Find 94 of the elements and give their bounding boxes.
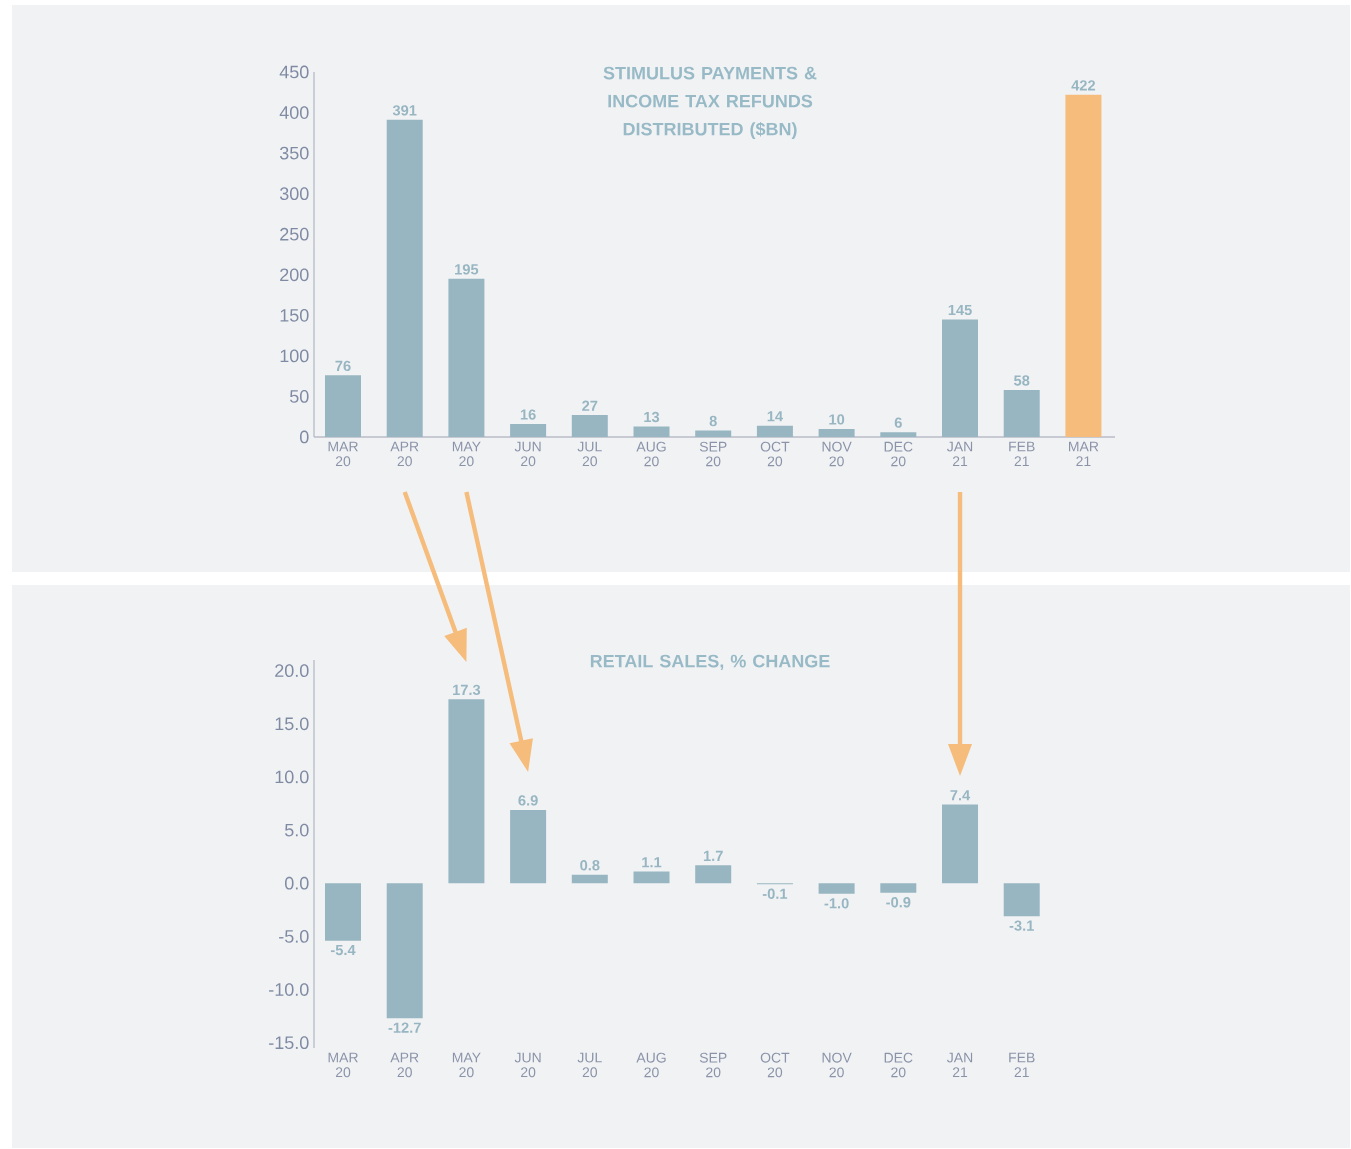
bar xyxy=(880,432,917,437)
bar xyxy=(942,319,979,437)
x-tick-label: NOV 20 xyxy=(822,441,852,467)
data-label: 27 xyxy=(582,400,598,411)
bar xyxy=(1003,883,1040,917)
x-tick-label: SEP 20 xyxy=(699,1052,727,1078)
data-label: 0.8 xyxy=(580,860,600,871)
data-label: 422 xyxy=(1071,80,1096,91)
y-tick-label: 100 xyxy=(280,349,309,363)
bar xyxy=(386,883,423,1019)
bar xyxy=(1065,94,1102,437)
bar xyxy=(633,426,670,437)
y-tick-label: 150 xyxy=(280,308,309,322)
bar xyxy=(880,883,917,893)
data-label: 145 xyxy=(948,304,972,316)
y-tick-label: 5.0 xyxy=(284,823,309,837)
data-label: 16 xyxy=(520,409,536,420)
chart-title: RETAIL SALES, % CHANGE xyxy=(590,654,830,671)
x-tick-label: OCT 20 xyxy=(760,1052,790,1078)
data-label: 13 xyxy=(644,411,660,423)
bar xyxy=(571,874,608,884)
y-tick-label: 200 xyxy=(280,268,309,282)
bar xyxy=(325,375,362,437)
x-tick-label: APR 20 xyxy=(390,1052,419,1078)
y-tick-label: -10.0 xyxy=(269,983,309,996)
y-tick-label: 400 xyxy=(279,106,309,119)
bar xyxy=(510,809,547,884)
x-tick-label: OCT 20 xyxy=(760,441,790,467)
data-label: 195 xyxy=(455,264,479,275)
x-tick-label: JAN 21 xyxy=(947,441,973,466)
x-tick-label: AUG 20 xyxy=(636,441,666,467)
bar xyxy=(818,883,855,894)
y-tick-label: 20.0 xyxy=(275,664,309,677)
x-tick-label: JUL 20 xyxy=(577,1052,602,1078)
data-label: 17.3 xyxy=(453,684,481,696)
x-tick-label: MAR 20 xyxy=(328,1052,358,1078)
data-label: 8 xyxy=(709,415,717,427)
x-tick-label: DEC 20 xyxy=(884,1052,913,1078)
x-tick-label: MAY 20 xyxy=(452,441,481,467)
data-label: 391 xyxy=(392,105,417,116)
y-tick-label: 10.0 xyxy=(275,770,309,784)
x-tick-label: JUN 20 xyxy=(514,441,541,467)
y-tick-label: 300 xyxy=(279,187,309,201)
bar xyxy=(448,699,485,884)
data-label: 14 xyxy=(767,411,783,422)
bar xyxy=(1003,389,1040,437)
data-label: 6.9 xyxy=(518,795,538,806)
data-label: -1.0 xyxy=(824,898,849,909)
y-tick-label: -15.0 xyxy=(269,1036,309,1050)
bar xyxy=(818,428,855,437)
y-tick-label: 15.0 xyxy=(275,717,309,731)
y-tick-label: 0.0 xyxy=(284,876,309,890)
data-label: -0.1 xyxy=(762,888,788,899)
data-label: 6 xyxy=(894,417,902,428)
y-tick-label: 0 xyxy=(300,430,309,444)
x-tick-label: JUL 20 xyxy=(577,441,602,467)
bar xyxy=(571,415,608,437)
y-tick-label: 350 xyxy=(279,146,309,160)
bar xyxy=(325,883,362,941)
bar xyxy=(448,278,485,437)
x-tick-label: MAR 20 xyxy=(328,441,358,467)
data-label: -12.7 xyxy=(388,1022,421,1033)
bar xyxy=(942,804,979,884)
x-tick-label: APR 20 xyxy=(390,441,419,467)
bar xyxy=(633,871,670,884)
x-tick-label: JUN 20 xyxy=(514,1052,541,1078)
y-tick-label: 50 xyxy=(289,390,309,403)
x-tick-label: NOV 20 xyxy=(822,1052,852,1078)
x-tick-label: MAR 21 xyxy=(1069,441,1099,466)
x-tick-label: FEB 21 xyxy=(1009,441,1035,466)
bar xyxy=(756,425,793,437)
data-label: 1.7 xyxy=(703,850,723,861)
x-tick-label: SEP 20 xyxy=(699,441,727,467)
data-label: -5.4 xyxy=(330,944,356,956)
x-tick-label: AUG 20 xyxy=(636,1052,666,1078)
x-tick-label: JAN 21 xyxy=(947,1052,973,1078)
data-label: 7.4 xyxy=(950,790,971,801)
data-label: 10 xyxy=(829,414,845,425)
y-tick-label: 450 xyxy=(279,65,309,79)
x-tick-label: DEC 20 xyxy=(884,441,913,467)
y-tick-label: 250 xyxy=(280,227,309,241)
x-tick-label: FEB 21 xyxy=(1009,1052,1035,1078)
x-tick-label: MAY 20 xyxy=(452,1052,481,1078)
bar xyxy=(695,430,732,437)
y-tick-label: -5.0 xyxy=(279,930,309,943)
data-label: 1.1 xyxy=(642,857,662,868)
bar xyxy=(510,424,547,437)
data-label: 76 xyxy=(335,360,351,372)
data-label: -3.1 xyxy=(1009,920,1034,931)
bar xyxy=(695,865,732,884)
bar xyxy=(386,119,423,437)
text: STIMULUS PAYMENTS & INCOME TAX REFUNDS DISTRIBUTED ($BN) xyxy=(603,66,817,140)
data-label: -0.9 xyxy=(886,897,911,908)
data-label: 58 xyxy=(1014,375,1030,386)
